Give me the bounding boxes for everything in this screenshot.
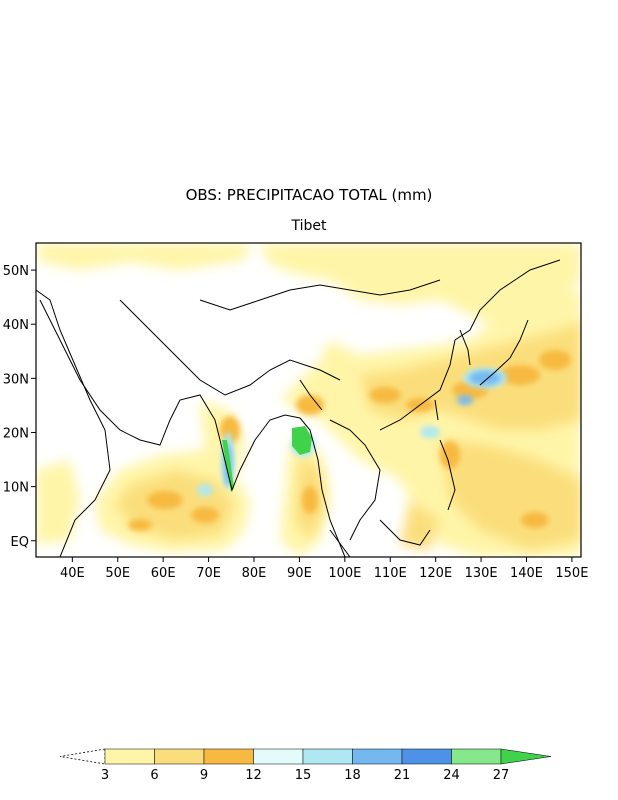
lon-tick-label: 50E (105, 566, 130, 581)
colorbar-swatch (154, 748, 205, 765)
colorbar-level-label: 24 (443, 768, 460, 783)
colorbar-level-label: 18 (344, 768, 361, 783)
lat-tick-label: EQ (11, 535, 29, 550)
lat-tick-label: 20N (3, 426, 29, 441)
colorbar-swatch (253, 748, 304, 765)
colorbar-swatch (401, 748, 452, 765)
precipitation-field (36, 243, 581, 557)
map-frame (35, 242, 582, 558)
colorbar-level-label: 27 (493, 768, 510, 783)
colorbar-swatch (104, 748, 155, 765)
lat-tick-label: 50N (3, 264, 29, 279)
lon-tick-label: 40E (60, 566, 85, 581)
map-title: OBS: PRECIPITACAO TOTAL (mm) (185, 186, 433, 204)
colorbar-level-label: 3 (101, 768, 109, 783)
lon-tick-label: 140E (510, 566, 543, 581)
lon-tick-label: 60E (151, 566, 176, 581)
lon-tick-label: 120E (419, 566, 452, 581)
lon-tick-label: 90E (287, 566, 312, 581)
lon-tick-label: 110E (374, 566, 407, 581)
colorbar-level-label: 6 (150, 768, 158, 783)
map-subtitle: Tibet (291, 218, 327, 234)
lat-tick-label: 40N (3, 318, 29, 333)
colorbar-swatch (203, 748, 254, 765)
longitude-axis: 40E 50E 60E 70E 80E 90E 100E 110E 120E 130E 140E 15… (60, 557, 588, 581)
colorbar-over-arrow (500, 748, 552, 765)
colorbar-level-label: 9 (200, 768, 208, 783)
colorbar-under-arrow (59, 748, 106, 765)
lon-tick-label: 150E (555, 566, 588, 581)
lat-tick-label: 10N (3, 481, 29, 496)
colorbar-level-label: 21 (394, 768, 411, 783)
lon-tick-label: 100E (328, 566, 361, 581)
colorbar-swatch (451, 748, 502, 765)
colorbar-level-label: 12 (245, 768, 262, 783)
latitude-axis: EQ 10N 20N 30N 40N 50N (3, 264, 36, 550)
lat-tick-label: 30N (3, 372, 29, 387)
colorbar: 3 6 9 12 15 18 21 24 27 (59, 748, 552, 783)
lon-tick-label: 130E (465, 566, 498, 581)
colorbar-level-label: 15 (295, 768, 312, 783)
colorbar-swatch (352, 748, 403, 765)
lon-tick-label: 70E (196, 566, 221, 581)
lon-tick-label: 80E (242, 566, 267, 581)
colorbar-swatch (302, 748, 353, 765)
